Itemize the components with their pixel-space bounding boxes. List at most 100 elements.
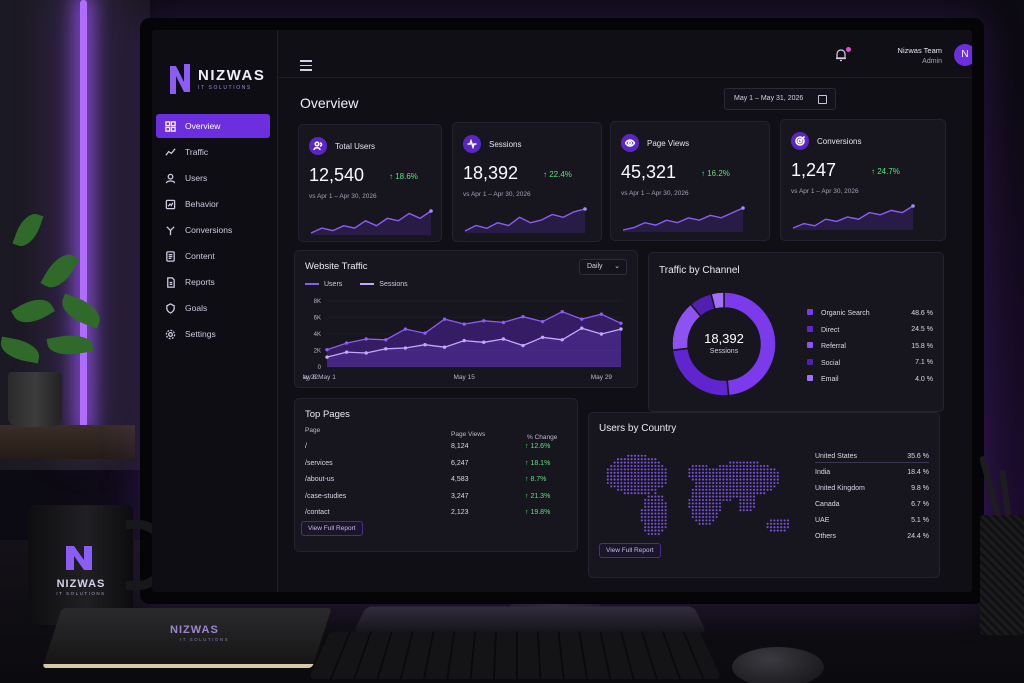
map-dot bbox=[735, 461, 739, 464]
sidebar-item-content[interactable]: Content bbox=[156, 244, 270, 268]
map-dot bbox=[722, 481, 725, 485]
map-dot bbox=[698, 519, 701, 522]
map-dot bbox=[637, 478, 640, 481]
map-dot bbox=[712, 502, 715, 505]
map-dot bbox=[650, 461, 654, 464]
data-point bbox=[442, 345, 447, 349]
map-dot bbox=[746, 495, 749, 498]
granularity-select[interactable]: Daily ⌄ bbox=[579, 259, 627, 275]
kpi-card-total-users[interactable]: Total Users 12,540 ↑ 18.6% vs Apr 1 – Ap… bbox=[298, 124, 442, 242]
map-dot bbox=[773, 529, 776, 532]
map-dot bbox=[606, 471, 609, 474]
kpi-card-page-views[interactable]: Page Views 45,321 ↑ 16.2% vs Apr 1 – Apr… bbox=[610, 121, 770, 241]
avatar[interactable]: N bbox=[954, 44, 972, 66]
country-pct: 18.4 % bbox=[907, 469, 929, 476]
map-dot bbox=[613, 461, 616, 464]
map-dot bbox=[650, 488, 654, 491]
map-dot bbox=[729, 492, 732, 495]
table-row[interactable]: /contact 2,123 ↑ 19.8% bbox=[305, 509, 569, 516]
map-dot bbox=[739, 502, 742, 505]
channel-pct: 24.5 % bbox=[911, 326, 933, 334]
map-dot bbox=[654, 481, 657, 485]
plant-pot bbox=[8, 372, 62, 427]
map-dot bbox=[739, 475, 742, 478]
table-row[interactable]: /about-us 4,583 ↑ 8.7% bbox=[305, 476, 569, 483]
map-dot bbox=[776, 475, 779, 478]
map-dot bbox=[766, 468, 769, 471]
map-dot bbox=[763, 492, 766, 495]
map-dot bbox=[776, 481, 779, 485]
map-dot bbox=[650, 532, 654, 536]
sidebar-item-behavior[interactable]: Behavior bbox=[156, 192, 270, 216]
map-dot bbox=[630, 454, 633, 457]
map-dot bbox=[661, 502, 664, 505]
table-row[interactable]: / 8,124 ↑ 12.6% bbox=[305, 443, 569, 450]
map-dot bbox=[756, 464, 759, 468]
map-dot bbox=[613, 464, 616, 468]
kpi-card-conversions[interactable]: Conversions 1,247 ↑ 24.7% vs Apr 1 – Apr… bbox=[780, 119, 946, 241]
data-point bbox=[423, 343, 427, 347]
map-dot bbox=[650, 522, 654, 525]
map-dot bbox=[616, 471, 620, 474]
sidebar-item-traffic[interactable]: Traffic bbox=[156, 140, 270, 164]
kpi-card-sessions[interactable]: Sessions 18,392 ↑ 22.4% vs Apr 1 – Apr 3… bbox=[452, 122, 602, 242]
map-dot bbox=[732, 468, 735, 471]
sidebar-item-settings[interactable]: Settings bbox=[156, 322, 270, 346]
map-dot bbox=[756, 481, 759, 485]
map-dot bbox=[657, 519, 660, 522]
sidebar-item-conversions[interactable]: Conversions bbox=[156, 218, 270, 242]
table-row[interactable]: /case-studies 3,247 ↑ 21.3% bbox=[305, 493, 569, 500]
sparkline-line bbox=[310, 210, 432, 234]
table-row[interactable]: /services 6,247 ↑ 18.1% bbox=[305, 460, 569, 467]
map-dot bbox=[657, 464, 660, 468]
map-dot bbox=[695, 481, 698, 485]
map-dot bbox=[732, 495, 735, 498]
map-dot bbox=[647, 481, 650, 485]
data-point bbox=[462, 338, 466, 343]
page-path: / bbox=[305, 443, 307, 450]
date-range-label: May 1 – May 31, 2026 bbox=[734, 95, 804, 102]
map-dot bbox=[759, 468, 762, 471]
map-dot bbox=[695, 498, 698, 502]
sidebar-item-users[interactable]: Users bbox=[156, 166, 270, 190]
date-range-picker[interactable]: May 1 – May 31, 2026 bbox=[724, 88, 836, 110]
map-dot bbox=[725, 495, 728, 498]
map-dot bbox=[698, 502, 701, 505]
brand-logo[interactable]: NIZWAS IT SOLUTIONS bbox=[168, 60, 265, 98]
map-dot bbox=[715, 481, 718, 485]
sparkline-point bbox=[429, 209, 433, 213]
map-dot bbox=[647, 509, 650, 512]
sidebar-item-reports[interactable]: Reports bbox=[156, 270, 270, 294]
map-dot bbox=[698, 492, 701, 495]
map-dot bbox=[650, 515, 654, 519]
map-dot bbox=[637, 475, 640, 478]
sidebar-item-overview[interactable]: Overview bbox=[156, 114, 270, 138]
map-dot bbox=[630, 488, 633, 491]
map-dot bbox=[722, 464, 725, 468]
data-point bbox=[560, 338, 564, 342]
country-name: United Kingdom bbox=[815, 485, 865, 492]
notifications-bell-icon[interactable] bbox=[834, 48, 848, 62]
map-dot bbox=[691, 512, 694, 515]
map-dot bbox=[640, 515, 643, 519]
map-dot bbox=[654, 475, 657, 478]
map-dot bbox=[633, 488, 637, 491]
map-dot bbox=[644, 458, 647, 461]
sidebar-item-goals[interactable]: Goals bbox=[156, 296, 270, 320]
map-dot bbox=[766, 471, 769, 474]
map-dot bbox=[647, 502, 650, 505]
map-dot bbox=[742, 475, 745, 478]
map-dot bbox=[722, 468, 725, 471]
map-dot bbox=[701, 471, 705, 474]
map-dot bbox=[647, 498, 650, 502]
menu-toggle-icon[interactable] bbox=[300, 60, 312, 71]
legend-users: Users bbox=[305, 281, 342, 288]
map-dot bbox=[610, 475, 613, 478]
view-full-report-button[interactable]: View Full Report bbox=[599, 543, 661, 558]
map-dot bbox=[633, 478, 637, 481]
map-dot bbox=[746, 509, 749, 512]
view-full-report-button[interactable]: View Full Report bbox=[301, 521, 363, 536]
map-dot bbox=[640, 478, 643, 481]
map-dot bbox=[695, 492, 698, 495]
page-path: /services bbox=[305, 459, 333, 467]
